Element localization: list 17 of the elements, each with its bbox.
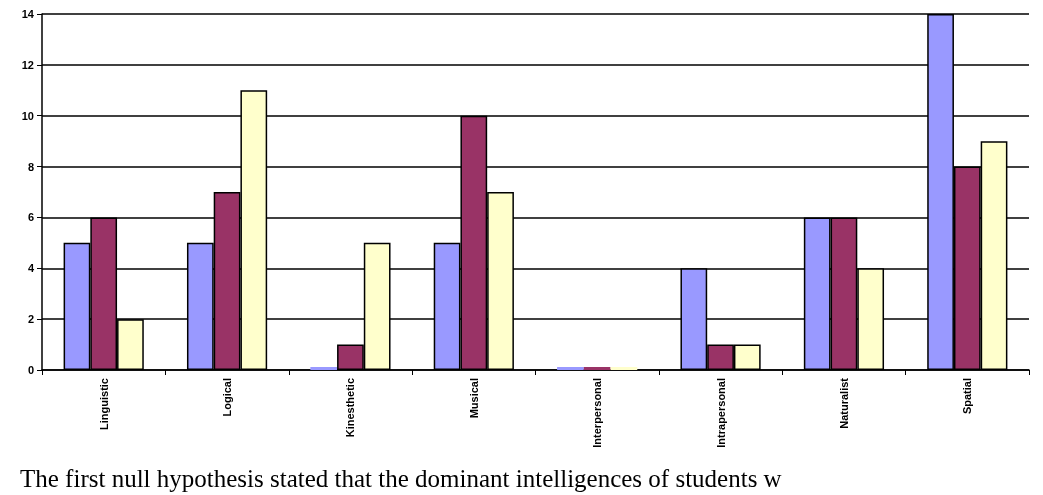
y-tick-label: 4 <box>27 262 35 275</box>
y-tick-label: 6 <box>27 211 34 224</box>
y-tick-label: 0 <box>27 364 34 376</box>
y-tick-label: 10 <box>21 109 34 122</box>
x-tick-label: Musical <box>467 378 480 419</box>
x-tick-label: Naturalist <box>837 377 850 429</box>
text: The first null hypothesis stated that the dominant intelligences of students w <box>20 465 782 492</box>
x-tick-label: Linguistic <box>97 378 110 430</box>
y-tick-label: 14 <box>21 8 35 20</box>
y-tick-label: 12 <box>21 58 34 71</box>
x-tick-label: Intrapersonal <box>714 378 727 448</box>
x-tick-label: Kinesthetic <box>344 378 357 438</box>
y-tick-label: 2 <box>27 313 34 326</box>
x-tick-label: Logical <box>221 378 234 417</box>
x-tick-label: Spatial <box>961 378 974 415</box>
x-tick-label: Interpersonal <box>591 378 604 448</box>
y-tick-label: 8 <box>27 160 34 173</box>
